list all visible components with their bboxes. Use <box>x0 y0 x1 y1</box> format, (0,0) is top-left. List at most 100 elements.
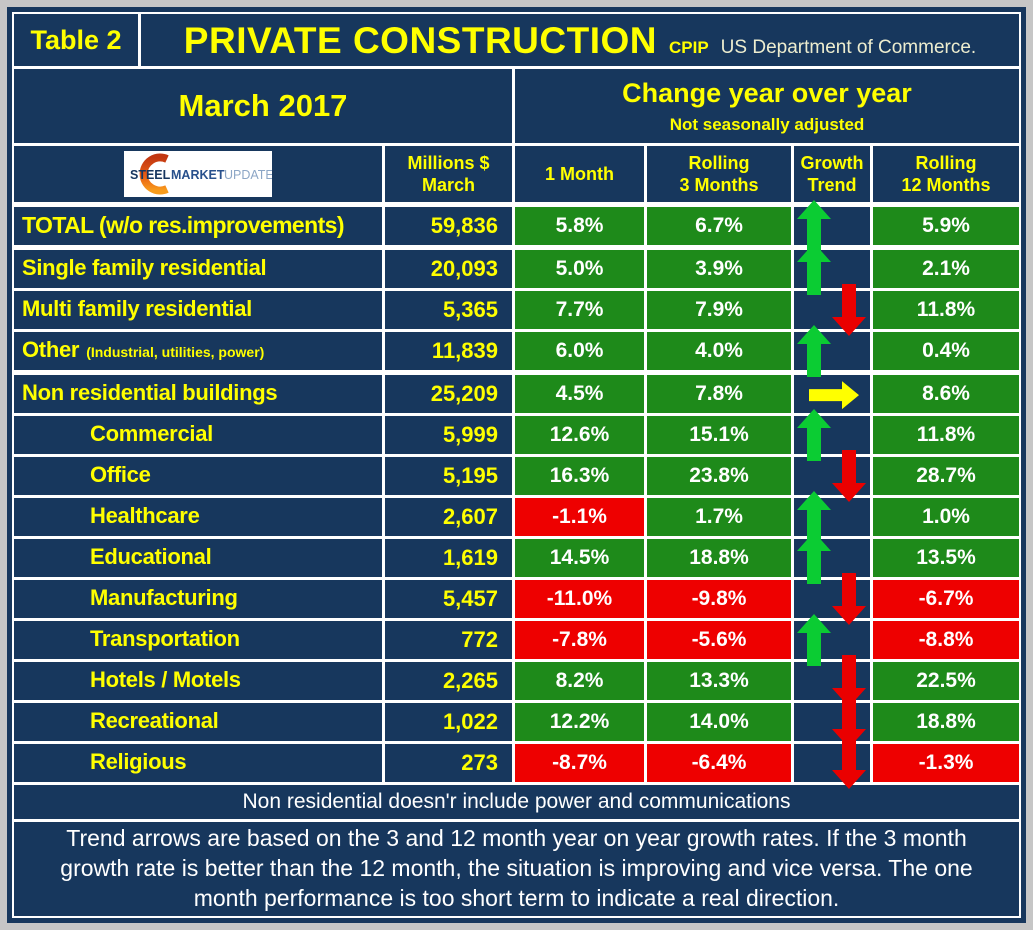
col-header-rolling12: Rolling 12 Months <box>873 146 1019 202</box>
trend-down-arrow-icon <box>831 737 866 789</box>
pct-rolling3: 14.0% <box>647 703 791 741</box>
logo-graphic: STEEL MARKET UPDATE <box>130 153 274 195</box>
construction-table: Table 2 PRIVATE CONSTRUCTION CPIP US Dep… <box>12 12 1021 918</box>
logo-text-market: MARKET <box>171 168 225 182</box>
row-label-cell: Commercial <box>14 416 382 454</box>
trend-cell <box>794 375 870 413</box>
change-header-cell: Change year over year Not seasonally adj… <box>515 69 1019 143</box>
col-header-line: March <box>421 175 475 195</box>
trend-up-arrow-icon <box>796 532 831 584</box>
logo-text-update: UPDATE <box>224 168 272 182</box>
col-header-line: Rolling <box>915 152 977 173</box>
pct-rolling3: 23.8% <box>647 457 791 495</box>
table-row: Educational 1,619 14.5% 18.8% <box>14 532 1019 584</box>
trend-cell <box>794 696 870 748</box>
title-abbreviation: CPIP <box>668 38 709 57</box>
row-label-cell: Non residential buildings <box>14 375 382 413</box>
millions-value: 5,457 <box>385 580 512 618</box>
pct-rolling3: -5.6% <box>647 621 791 659</box>
trend-up-arrow-icon <box>796 325 831 377</box>
logo-text-steel: STEEL <box>130 168 171 182</box>
col-header-line: Growth <box>800 152 864 173</box>
row-label-cell: Single family residential <box>14 250 382 288</box>
pct-rolling3: 1.7% <box>647 498 791 536</box>
pct-rolling12: 28.7% <box>873 457 1019 495</box>
trend-down-arrow-icon <box>831 573 866 625</box>
millions-value: 2,265 <box>385 662 512 700</box>
table-row: Other (Industrial, utilities, power) 11,… <box>14 325 1019 377</box>
title-cell: PRIVATE CONSTRUCTION CPIP US Department … <box>141 14 1019 66</box>
pct-rolling12: 5.9% <box>873 207 1019 245</box>
pct-1month: -1.1% <box>515 498 644 536</box>
trend-cell <box>794 614 870 666</box>
change-subtitle: Not seasonally adjusted <box>669 114 865 134</box>
pct-rolling12: 2.1% <box>873 250 1019 288</box>
pct-rolling12: -8.8% <box>873 621 1019 659</box>
row-label: Transportation <box>90 626 240 651</box>
table-row: Commercial 5,999 12.6% 15.1% <box>14 409 1019 461</box>
pct-rolling12: 13.5% <box>873 539 1019 577</box>
pct-rolling12: -6.7% <box>873 580 1019 618</box>
data-source-label: US Department of Commerce. <box>720 37 977 58</box>
row-label: Educational <box>90 544 212 569</box>
row-label-cell: Multi family residential <box>14 291 382 329</box>
table-row: Non residential buildings 25,209 4.5% 7.… <box>14 375 1019 413</box>
pct-rolling3: -9.8% <box>647 580 791 618</box>
row-label-cell: Manufacturing <box>14 580 382 618</box>
table-row: Hotels / Motels 2,265 8.2% 13.3% <box>14 655 1019 707</box>
row-label-cell: Healthcare <box>14 498 382 536</box>
trend-cell <box>794 491 870 543</box>
pct-1month: 12.2% <box>515 703 644 741</box>
pct-rolling12: 22.5% <box>873 662 1019 700</box>
pct-rolling3: 13.3% <box>647 662 791 700</box>
pct-1month: 6.0% <box>515 332 644 370</box>
pct-1month: 7.7% <box>515 291 644 329</box>
millions-value: 2,607 <box>385 498 512 536</box>
pct-rolling12: 18.8% <box>873 703 1019 741</box>
pct-1month: 5.0% <box>515 250 644 288</box>
millions-value: 25,209 <box>385 375 512 413</box>
row-label: TOTAL (w/o res.improvements) <box>22 212 344 238</box>
pct-rolling12: 11.8% <box>873 416 1019 454</box>
table-row: Manufacturing 5,457 -11.0% -9.8% <box>14 573 1019 625</box>
trend-up-arrow-icon <box>796 409 831 461</box>
col-header-line: Trend <box>807 175 857 195</box>
col-header-line: 1 Month <box>545 163 614 184</box>
row-label-cell: Recreational <box>14 703 382 741</box>
title-row: Table 2 PRIVATE CONSTRUCTION CPIP US Dep… <box>14 14 1019 66</box>
row-label: Other <box>22 337 80 362</box>
row-label: Manufacturing <box>90 585 238 610</box>
col-header-rolling3: Rolling 3 Months <box>647 146 791 202</box>
row-label: Healthcare <box>90 503 200 528</box>
pct-1month: -11.0% <box>515 580 644 618</box>
footnote-2-cell: Trend arrows are based on the 3 and 12 m… <box>14 822 1019 916</box>
row-label-cell: Religious <box>14 744 382 782</box>
pct-rolling3: 4.0% <box>647 332 791 370</box>
trend-down-arrow-icon <box>831 696 866 748</box>
trend-down-arrow-icon <box>831 284 866 336</box>
trend-right-arrow-icon <box>809 381 860 410</box>
table-row: Office 5,195 16.3% 23.8% <box>14 450 1019 502</box>
col-header-line: 12 Months <box>901 175 991 195</box>
col-header-line: Millions $ <box>407 152 490 173</box>
pct-rolling12: 0.4% <box>873 332 1019 370</box>
pct-1month: 12.6% <box>515 416 644 454</box>
millions-value: 20,093 <box>385 250 512 288</box>
pct-rolling3: -6.4% <box>647 744 791 782</box>
pct-rolling3: 7.9% <box>647 291 791 329</box>
table-frame: Table 2 PRIVATE CONSTRUCTION CPIP US Dep… <box>7 7 1026 923</box>
trend-cell <box>794 409 870 461</box>
pct-rolling3: 3.9% <box>647 250 791 288</box>
millions-value: 273 <box>385 744 512 782</box>
trend-cell <box>794 325 870 377</box>
col-header-millions: Millions $ March <box>385 146 512 202</box>
steel-market-update-logo: STEEL MARKET UPDATE <box>124 151 274 197</box>
trend-up-arrow-icon <box>796 243 831 295</box>
pct-1month: 16.3% <box>515 457 644 495</box>
row-label: Religious <box>90 749 187 774</box>
period-label: March 2017 <box>178 88 348 123</box>
pct-1month: 5.8% <box>515 207 644 245</box>
period-cell: March 2017 <box>14 69 512 143</box>
col-header-growth-trend: Growth Trend <box>794 146 870 202</box>
